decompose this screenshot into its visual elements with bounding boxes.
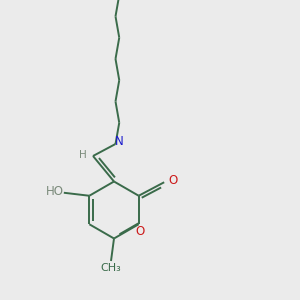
Text: O: O — [136, 225, 145, 238]
Text: N: N — [115, 135, 124, 148]
Text: CH₃: CH₃ — [100, 263, 122, 273]
Text: H: H — [79, 149, 87, 160]
Text: HO: HO — [46, 185, 64, 198]
Text: O: O — [168, 174, 177, 187]
